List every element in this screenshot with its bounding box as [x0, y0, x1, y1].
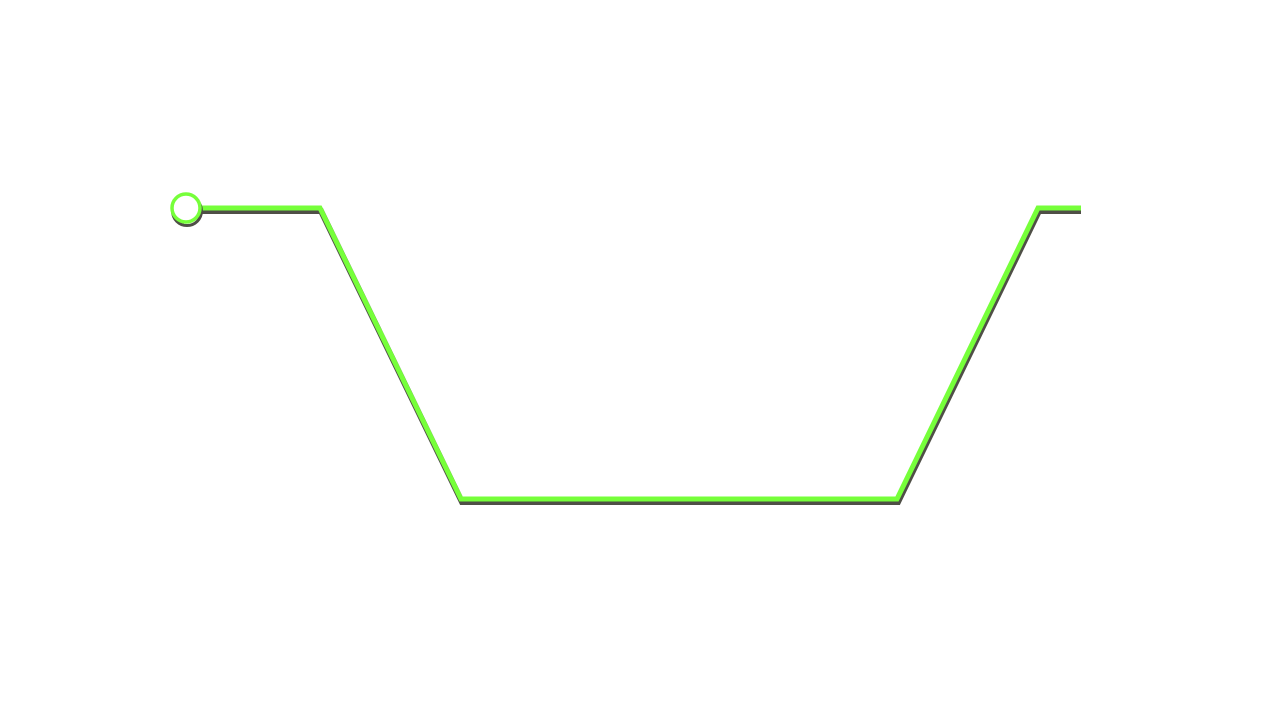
- trace-shadow: [200, 208, 1081, 505]
- start-marker-icon: [170, 192, 202, 224]
- trace-line: [200, 205, 1081, 502]
- trace-group: [170, 192, 1081, 505]
